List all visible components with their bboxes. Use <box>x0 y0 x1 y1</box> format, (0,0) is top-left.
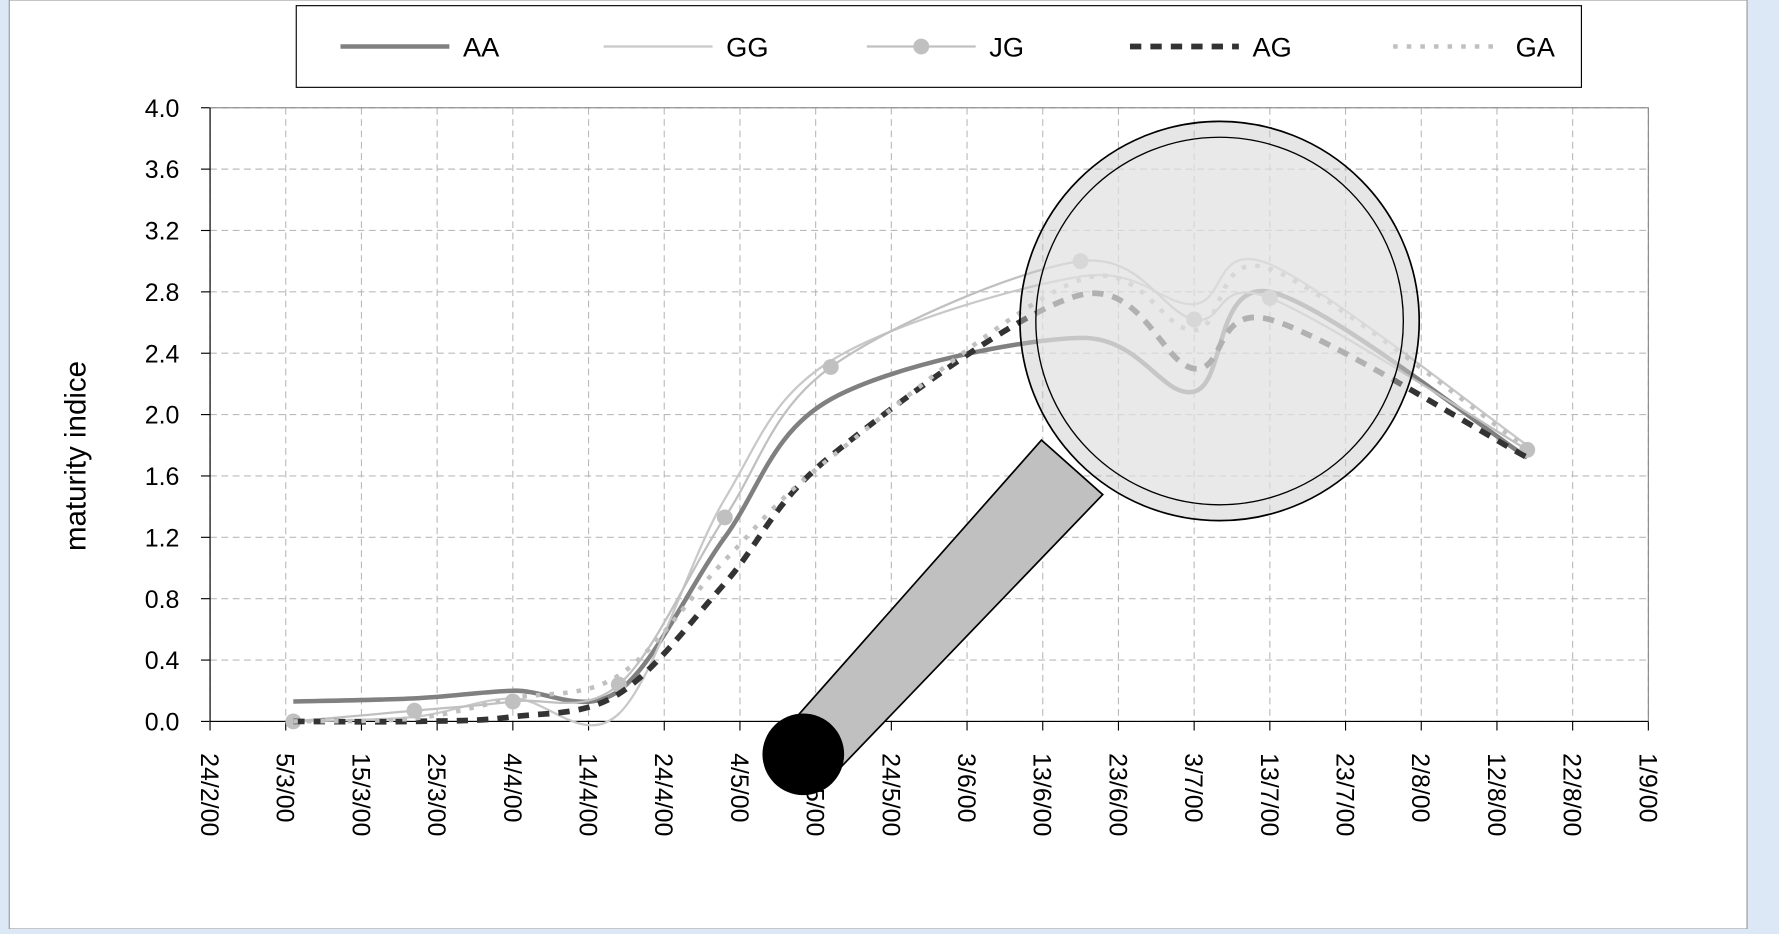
x-tick-label: 1/9/00 <box>1633 753 1661 822</box>
y-tick-label: 2.0 <box>145 402 180 430</box>
legend-label: AG <box>1252 32 1291 63</box>
x-tick-label: 4/4/00 <box>498 753 526 822</box>
magnifier <box>762 120 1421 796</box>
x-tick-label: 13/7/00 <box>1255 753 1283 836</box>
y-tick-label: 3.2 <box>145 218 180 246</box>
x-tick-label: 3/7/00 <box>1179 753 1207 822</box>
series-marker <box>406 702 423 719</box>
x-tick-label: 15/3/00 <box>346 753 374 836</box>
y-tick-label: 0.8 <box>145 586 180 614</box>
x-tick-label: 13/6/00 <box>1028 753 1056 836</box>
x-tick-label: 2/8/00 <box>1406 753 1434 822</box>
y-tick-label: 4.0 <box>145 95 180 123</box>
y-tick-label: 1.6 <box>145 463 180 491</box>
x-tick-label: 22/8/00 <box>1558 753 1586 836</box>
x-tick-label: 24/5/00 <box>876 753 904 836</box>
x-tick-label: 12/8/00 <box>1482 753 1510 836</box>
y-axis-label: maturity indice <box>59 361 92 551</box>
x-tick-label: 23/7/00 <box>1330 753 1358 836</box>
x-tick-label: 23/6/00 <box>1103 753 1131 836</box>
legend-label: JG <box>989 32 1024 63</box>
x-tick-label: 4/5/00 <box>725 753 753 822</box>
panel <box>8 0 1748 930</box>
series-marker <box>822 359 839 375</box>
x-tick-label: 25/3/00 <box>422 753 450 836</box>
y-tick-label: 1.2 <box>145 524 180 552</box>
x-tick-label: 5/3/00 <box>271 753 299 822</box>
x-tick-label: 24/4/00 <box>649 753 677 836</box>
legend-label: GA <box>1516 32 1556 63</box>
legend-label: AA <box>463 32 500 63</box>
x-tick-label: 3/6/00 <box>952 753 980 822</box>
legend-marker <box>913 38 930 55</box>
x-tick-label: 24/2/00 <box>195 753 223 836</box>
magnifier-lens <box>1035 136 1405 506</box>
legend: AA GG JG AG GA <box>340 32 1556 63</box>
magnifier-end <box>762 713 845 796</box>
series-marker <box>504 693 521 710</box>
y-tick-label: 0.4 <box>145 647 180 675</box>
y-tick-label: 3.6 <box>145 156 180 184</box>
legend-label: GG <box>726 32 768 63</box>
series-marker <box>716 509 733 526</box>
y-tick-label: 0.0 <box>145 708 180 736</box>
x-tick-label: 14/4/00 <box>573 753 601 836</box>
y-tick-label: 2.8 <box>145 279 180 307</box>
y-tick-label: 2.4 <box>145 340 180 368</box>
